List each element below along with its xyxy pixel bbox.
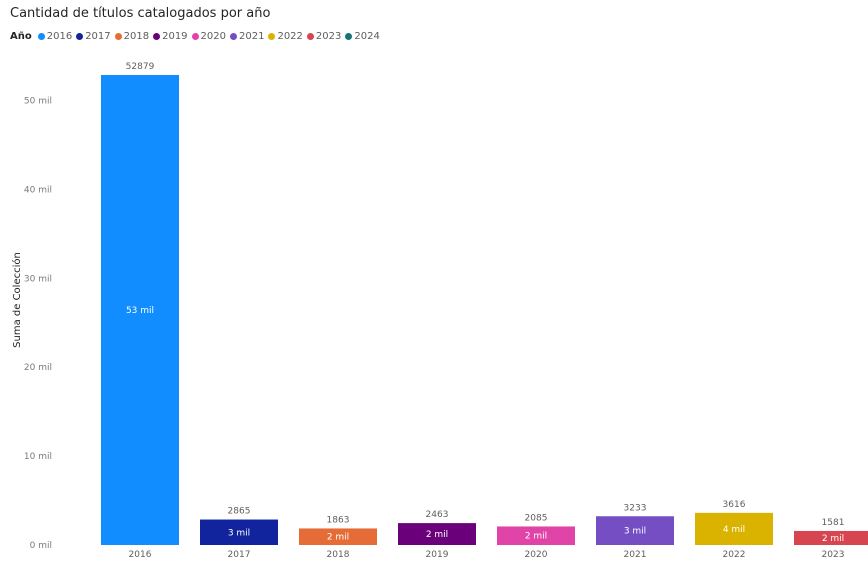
- y-tick-label: 50 mil: [24, 97, 52, 107]
- legend-item-2024[interactable]: 2024: [345, 31, 380, 42]
- data-label: 3616: [723, 500, 746, 510]
- legend-item-2017[interactable]: 2017: [76, 31, 111, 42]
- data-label: 3233: [624, 503, 647, 513]
- legend-label: 2020: [200, 31, 226, 42]
- legend-marker: [268, 33, 276, 40]
- data-label: 1863: [327, 515, 350, 525]
- legend-marker: [345, 33, 353, 40]
- legend-marker: [230, 33, 237, 40]
- x-tick-label: 2019: [426, 550, 449, 560]
- legend-label: 2022: [277, 31, 303, 42]
- legend-item-2019[interactable]: 2019: [153, 31, 188, 42]
- y-tick-label: 0 mil: [30, 541, 52, 551]
- bar-2021: [596, 516, 674, 545]
- legend-title: Año: [10, 31, 32, 42]
- bar-2023: [794, 530, 868, 545]
- y-axis-title: Suma de Colección: [11, 252, 23, 348]
- legend-marker: [191, 33, 199, 40]
- legend-label: 2021: [239, 31, 265, 42]
- inner-label: 53 mil: [126, 306, 154, 316]
- legend-items: 2016 2017 2018 2019 2020 2021 2022 2023 2024: [37, 31, 384, 42]
- inner-label: 2 mil: [426, 530, 448, 540]
- data-label: 2085: [525, 513, 548, 523]
- legend-label: 2019: [162, 31, 188, 42]
- y-tick-label: 10 mil: [24, 452, 52, 462]
- bar-2018: [299, 528, 377, 545]
- data-label: 2865: [228, 507, 251, 517]
- inner-label: 3 mil: [228, 528, 250, 538]
- data-label: 2463: [426, 510, 449, 520]
- x-tick-label: 2018: [327, 550, 350, 560]
- chart-legend: Año 2016 2017 2018 2019 2020 2021 2022 2023 2024: [10, 31, 384, 42]
- legend-marker: [76, 33, 84, 40]
- bar-2022: [695, 512, 773, 545]
- x-tick-label: 2017: [228, 550, 251, 560]
- legend-marker: [306, 33, 314, 40]
- x-tick-label: 2016: [129, 550, 152, 560]
- legend-item-2022[interactable]: 2022: [268, 31, 303, 42]
- legend-label: 2016: [46, 31, 73, 42]
- bar-2016: [101, 75, 179, 545]
- legend-label: 2017: [85, 31, 111, 42]
- legend-item-2020[interactable]: 2020: [191, 31, 226, 42]
- x-tick-label: 2023: [822, 550, 845, 560]
- data-label: 1581: [822, 518, 845, 528]
- chart-title: Cantidad de títulos catalogados por año: [10, 6, 271, 21]
- legend-label: 2024: [354, 31, 380, 42]
- legend-marker: [37, 33, 45, 40]
- legend-item-2023[interactable]: 2023: [306, 31, 342, 42]
- bar-2020: [497, 526, 575, 545]
- x-tick-label: 2020: [525, 550, 548, 560]
- inner-label: 2 mil: [327, 533, 349, 543]
- bar-2017: [200, 519, 278, 545]
- inner-label: 2 mil: [525, 532, 547, 542]
- y-tick-label: 20 mil: [24, 363, 52, 373]
- inner-label: 2 mil: [822, 534, 844, 544]
- legend-item-2016[interactable]: 2016: [37, 31, 73, 42]
- x-tick-label: 2022: [723, 550, 746, 560]
- legend-marker: [153, 33, 161, 40]
- inner-label: 3 mil: [624, 527, 646, 537]
- x-tick-label: 2021: [624, 550, 647, 560]
- bar-2019: [398, 523, 476, 545]
- legend-item-2018[interactable]: 2018: [114, 31, 150, 42]
- y-tick-label: 30 mil: [24, 274, 52, 284]
- legend-label: 2023: [315, 31, 342, 42]
- legend-item-2021[interactable]: 2021: [230, 31, 264, 42]
- legend-label: 2018: [123, 31, 150, 42]
- data-label: 52879: [126, 62, 155, 72]
- y-tick-label: 40 mil: [24, 185, 52, 195]
- legend-marker: [114, 33, 122, 40]
- inner-label: 4 mil: [723, 525, 745, 535]
